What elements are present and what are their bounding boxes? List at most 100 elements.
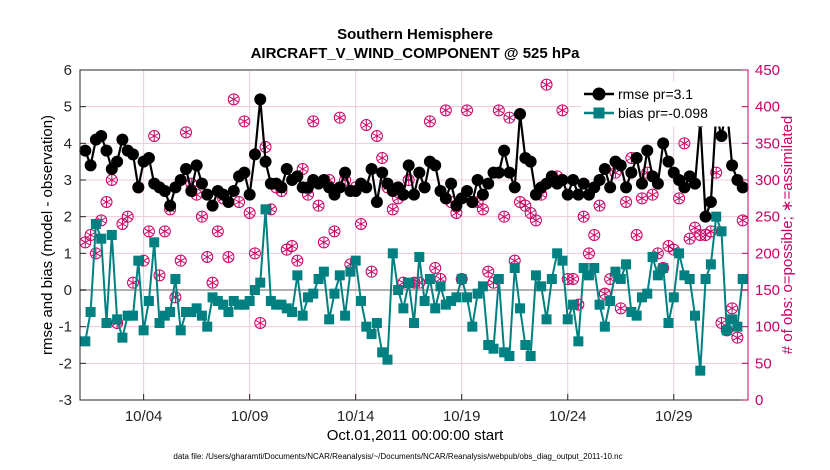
x-axis-label: Oct.01,2011 00:00:00 start bbox=[327, 427, 504, 444]
bias-point bbox=[170, 274, 181, 284]
obs-assimilated-marker bbox=[86, 230, 96, 240]
bias-point bbox=[387, 248, 398, 259]
bias-point bbox=[477, 281, 488, 292]
obs-assimilated-marker bbox=[679, 138, 689, 149]
bias-point bbox=[462, 292, 473, 303]
obs-possible-marker bbox=[169, 291, 182, 304]
rmse-point bbox=[556, 174, 569, 186]
bias-series bbox=[80, 204, 748, 376]
obs-assimilated-marker bbox=[239, 116, 249, 127]
bias-point bbox=[271, 299, 282, 310]
x-tick-label: 10/24 bbox=[549, 408, 587, 425]
rmse-point bbox=[190, 159, 203, 172]
bias-point bbox=[430, 303, 441, 314]
bias-point bbox=[334, 270, 345, 281]
bias-point bbox=[149, 237, 160, 248]
bias-point bbox=[488, 343, 499, 354]
obs-assimilated-marker bbox=[144, 226, 154, 237]
asterisk-stroke bbox=[568, 276, 578, 282]
asterisk-stroke bbox=[430, 265, 440, 271]
bias-point bbox=[249, 285, 260, 295]
obs-assimilated-marker bbox=[430, 263, 440, 273]
rmse-point bbox=[651, 177, 664, 190]
bias-point bbox=[737, 274, 748, 284]
rmse-point bbox=[476, 188, 489, 201]
bias-point bbox=[138, 325, 149, 336]
bias-point bbox=[85, 307, 96, 317]
bias-point bbox=[143, 296, 154, 306]
obs-possible-marker bbox=[317, 236, 330, 249]
bias-point bbox=[642, 288, 653, 299]
rmse-point bbox=[79, 144, 92, 157]
obs-assimilated-marker bbox=[101, 197, 112, 207]
rmse-point bbox=[259, 155, 272, 168]
asterisk-stroke bbox=[361, 122, 371, 128]
obs-possible-marker bbox=[291, 254, 304, 267]
rmse-point bbox=[180, 163, 193, 175]
asterisk-stroke bbox=[483, 268, 493, 275]
obs-possible-marker bbox=[455, 273, 468, 285]
asterisk-stroke bbox=[287, 243, 297, 249]
rmse-point bbox=[461, 185, 474, 197]
rmse-point bbox=[492, 166, 505, 179]
rmse-point bbox=[365, 163, 378, 175]
asterisk-stroke bbox=[510, 257, 520, 264]
chart-title: Southern Hemisphere bbox=[337, 26, 493, 43]
obs-assimilated-marker bbox=[335, 112, 345, 123]
rmse-point bbox=[657, 137, 670, 150]
obs-possible-marker bbox=[201, 251, 214, 263]
rmse-series bbox=[79, 93, 749, 223]
rmse-point bbox=[185, 185, 198, 197]
obs-assimilated-marker bbox=[541, 79, 552, 90]
obs-possible-marker bbox=[482, 265, 495, 278]
asterisk-stroke bbox=[260, 144, 271, 150]
bias-point bbox=[546, 274, 557, 284]
rmse-point bbox=[508, 181, 521, 194]
obs-assimilated-marker bbox=[176, 255, 186, 266]
rmse-point bbox=[238, 166, 251, 179]
bias-point bbox=[212, 296, 223, 306]
rmse-point bbox=[370, 196, 383, 208]
rmse-point bbox=[360, 181, 373, 194]
rmse-point bbox=[567, 174, 580, 186]
bias-point bbox=[446, 296, 457, 306]
obs-assimilated-marker bbox=[526, 208, 536, 218]
legend-rmse-marker bbox=[592, 87, 606, 101]
obs-assimilated-marker bbox=[245, 208, 255, 218]
obs-possible-marker bbox=[593, 199, 606, 212]
asterisk-stroke bbox=[531, 217, 541, 224]
rmse-point bbox=[339, 166, 352, 179]
bias-point bbox=[313, 274, 324, 284]
rmse-point bbox=[275, 181, 288, 194]
bias-point bbox=[133, 255, 144, 266]
asterisk-stroke bbox=[176, 257, 186, 264]
legend-box bbox=[581, 81, 741, 127]
rmse-point bbox=[397, 188, 410, 201]
obs-possible-marker bbox=[365, 265, 378, 278]
bias-point bbox=[350, 255, 361, 266]
y-axis-label: rmse and bias (model - observation) bbox=[39, 115, 56, 355]
y-right-tick-label: 400 bbox=[755, 99, 780, 116]
y-tick-label: 2 bbox=[64, 209, 72, 226]
bias-point bbox=[239, 299, 250, 310]
bias-point bbox=[414, 252, 425, 262]
asterisk-stroke bbox=[584, 250, 594, 257]
asterisk-stroke bbox=[499, 213, 509, 220]
obs-possible-marker bbox=[646, 188, 659, 201]
obs-possible-marker bbox=[328, 225, 341, 238]
obs-possible-marker bbox=[312, 199, 325, 212]
asterisk-stroke bbox=[223, 254, 234, 260]
obs-assimilated-marker bbox=[298, 164, 308, 174]
bias-point bbox=[181, 307, 192, 317]
obs-assimilated-marker bbox=[313, 200, 324, 211]
asterisk-stroke bbox=[308, 118, 318, 125]
asterisk-stroke bbox=[579, 213, 589, 220]
obs-assimilated-marker bbox=[579, 211, 589, 222]
obs-assimilated-marker bbox=[223, 252, 234, 262]
rmse-point bbox=[471, 174, 484, 186]
rmse-point bbox=[116, 133, 129, 146]
bias-point bbox=[165, 307, 176, 317]
y-right-tick-label: 200 bbox=[755, 245, 780, 262]
obs-possible-marker bbox=[243, 207, 256, 219]
bias-point bbox=[159, 310, 170, 321]
